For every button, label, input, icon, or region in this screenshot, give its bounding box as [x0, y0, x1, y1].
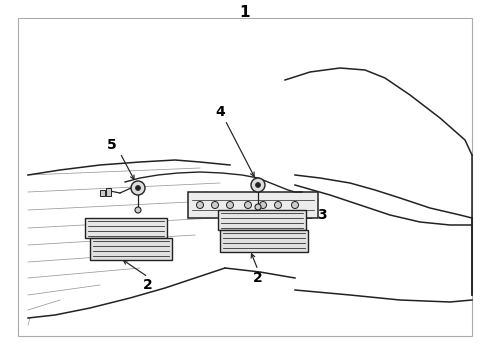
Circle shape	[251, 178, 265, 192]
Bar	[18, 18, 472, 336]
Bar	[90, 238, 172, 260]
Text: 2: 2	[253, 271, 263, 285]
Circle shape	[292, 202, 298, 208]
Text: 4: 4	[215, 105, 225, 119]
Circle shape	[274, 202, 281, 208]
Circle shape	[136, 185, 141, 190]
Circle shape	[260, 202, 267, 208]
Circle shape	[255, 183, 261, 188]
Circle shape	[131, 181, 145, 195]
Bar	[188, 192, 318, 218]
Text: 3: 3	[317, 208, 327, 222]
Text: 3: 3	[92, 221, 102, 235]
Circle shape	[212, 202, 219, 208]
Circle shape	[135, 207, 141, 213]
Circle shape	[255, 204, 261, 210]
Bar	[220, 230, 308, 252]
Circle shape	[196, 202, 203, 208]
Text: 2: 2	[143, 278, 153, 292]
Circle shape	[226, 202, 234, 208]
Text: 5: 5	[107, 138, 117, 152]
Bar	[106, 188, 111, 196]
Bar	[100, 190, 105, 196]
Bar	[218, 210, 306, 230]
Bar	[85, 218, 167, 238]
Text: 1: 1	[240, 5, 250, 19]
Circle shape	[245, 202, 251, 208]
